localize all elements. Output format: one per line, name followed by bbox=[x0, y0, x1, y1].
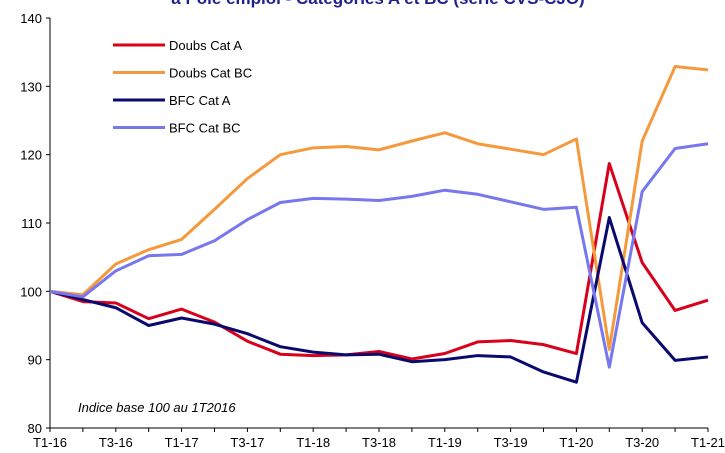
annotation: Indice base 100 au 1T2016 bbox=[78, 400, 236, 415]
y-tick-label: 140 bbox=[20, 11, 42, 26]
legend-label: Doubs Cat BC bbox=[169, 66, 252, 81]
line-series bbox=[49, 142, 709, 369]
y-tick-label: 100 bbox=[20, 284, 42, 299]
line-series bbox=[49, 162, 709, 361]
x-tick-label: T1-20 bbox=[559, 435, 593, 450]
x-tick-label: T3-20 bbox=[625, 435, 659, 450]
legend-label: BFC Cat A bbox=[169, 93, 231, 108]
x-tick-label: T1-19 bbox=[428, 435, 462, 450]
x-tick-label: T3-19 bbox=[494, 435, 528, 450]
x-tick-label: T3-18 bbox=[362, 435, 396, 450]
x-tick-label: T3-17 bbox=[230, 435, 264, 450]
line-series bbox=[49, 65, 709, 351]
chart-title: à Pôle emploi - Catégories A et BC (séri… bbox=[171, 0, 584, 8]
y-tick-label: 120 bbox=[20, 148, 42, 163]
legend-label: BFC Cat BC bbox=[169, 121, 241, 136]
y-tick-label: 90 bbox=[28, 353, 42, 368]
x-tick-label: T1-18 bbox=[296, 435, 330, 450]
x-tick-label: T1-21 bbox=[691, 435, 725, 450]
line-series bbox=[49, 216, 709, 384]
x-tick-label: T1-17 bbox=[165, 435, 199, 450]
y-tick-label: 80 bbox=[28, 421, 42, 436]
y-tick-label: 130 bbox=[20, 79, 42, 94]
legend-label: Doubs Cat A bbox=[169, 38, 242, 53]
x-tick-label: T1-16 bbox=[33, 435, 67, 450]
y-tick-label: 110 bbox=[21, 216, 42, 231]
x-tick-label: T3-16 bbox=[99, 435, 133, 450]
